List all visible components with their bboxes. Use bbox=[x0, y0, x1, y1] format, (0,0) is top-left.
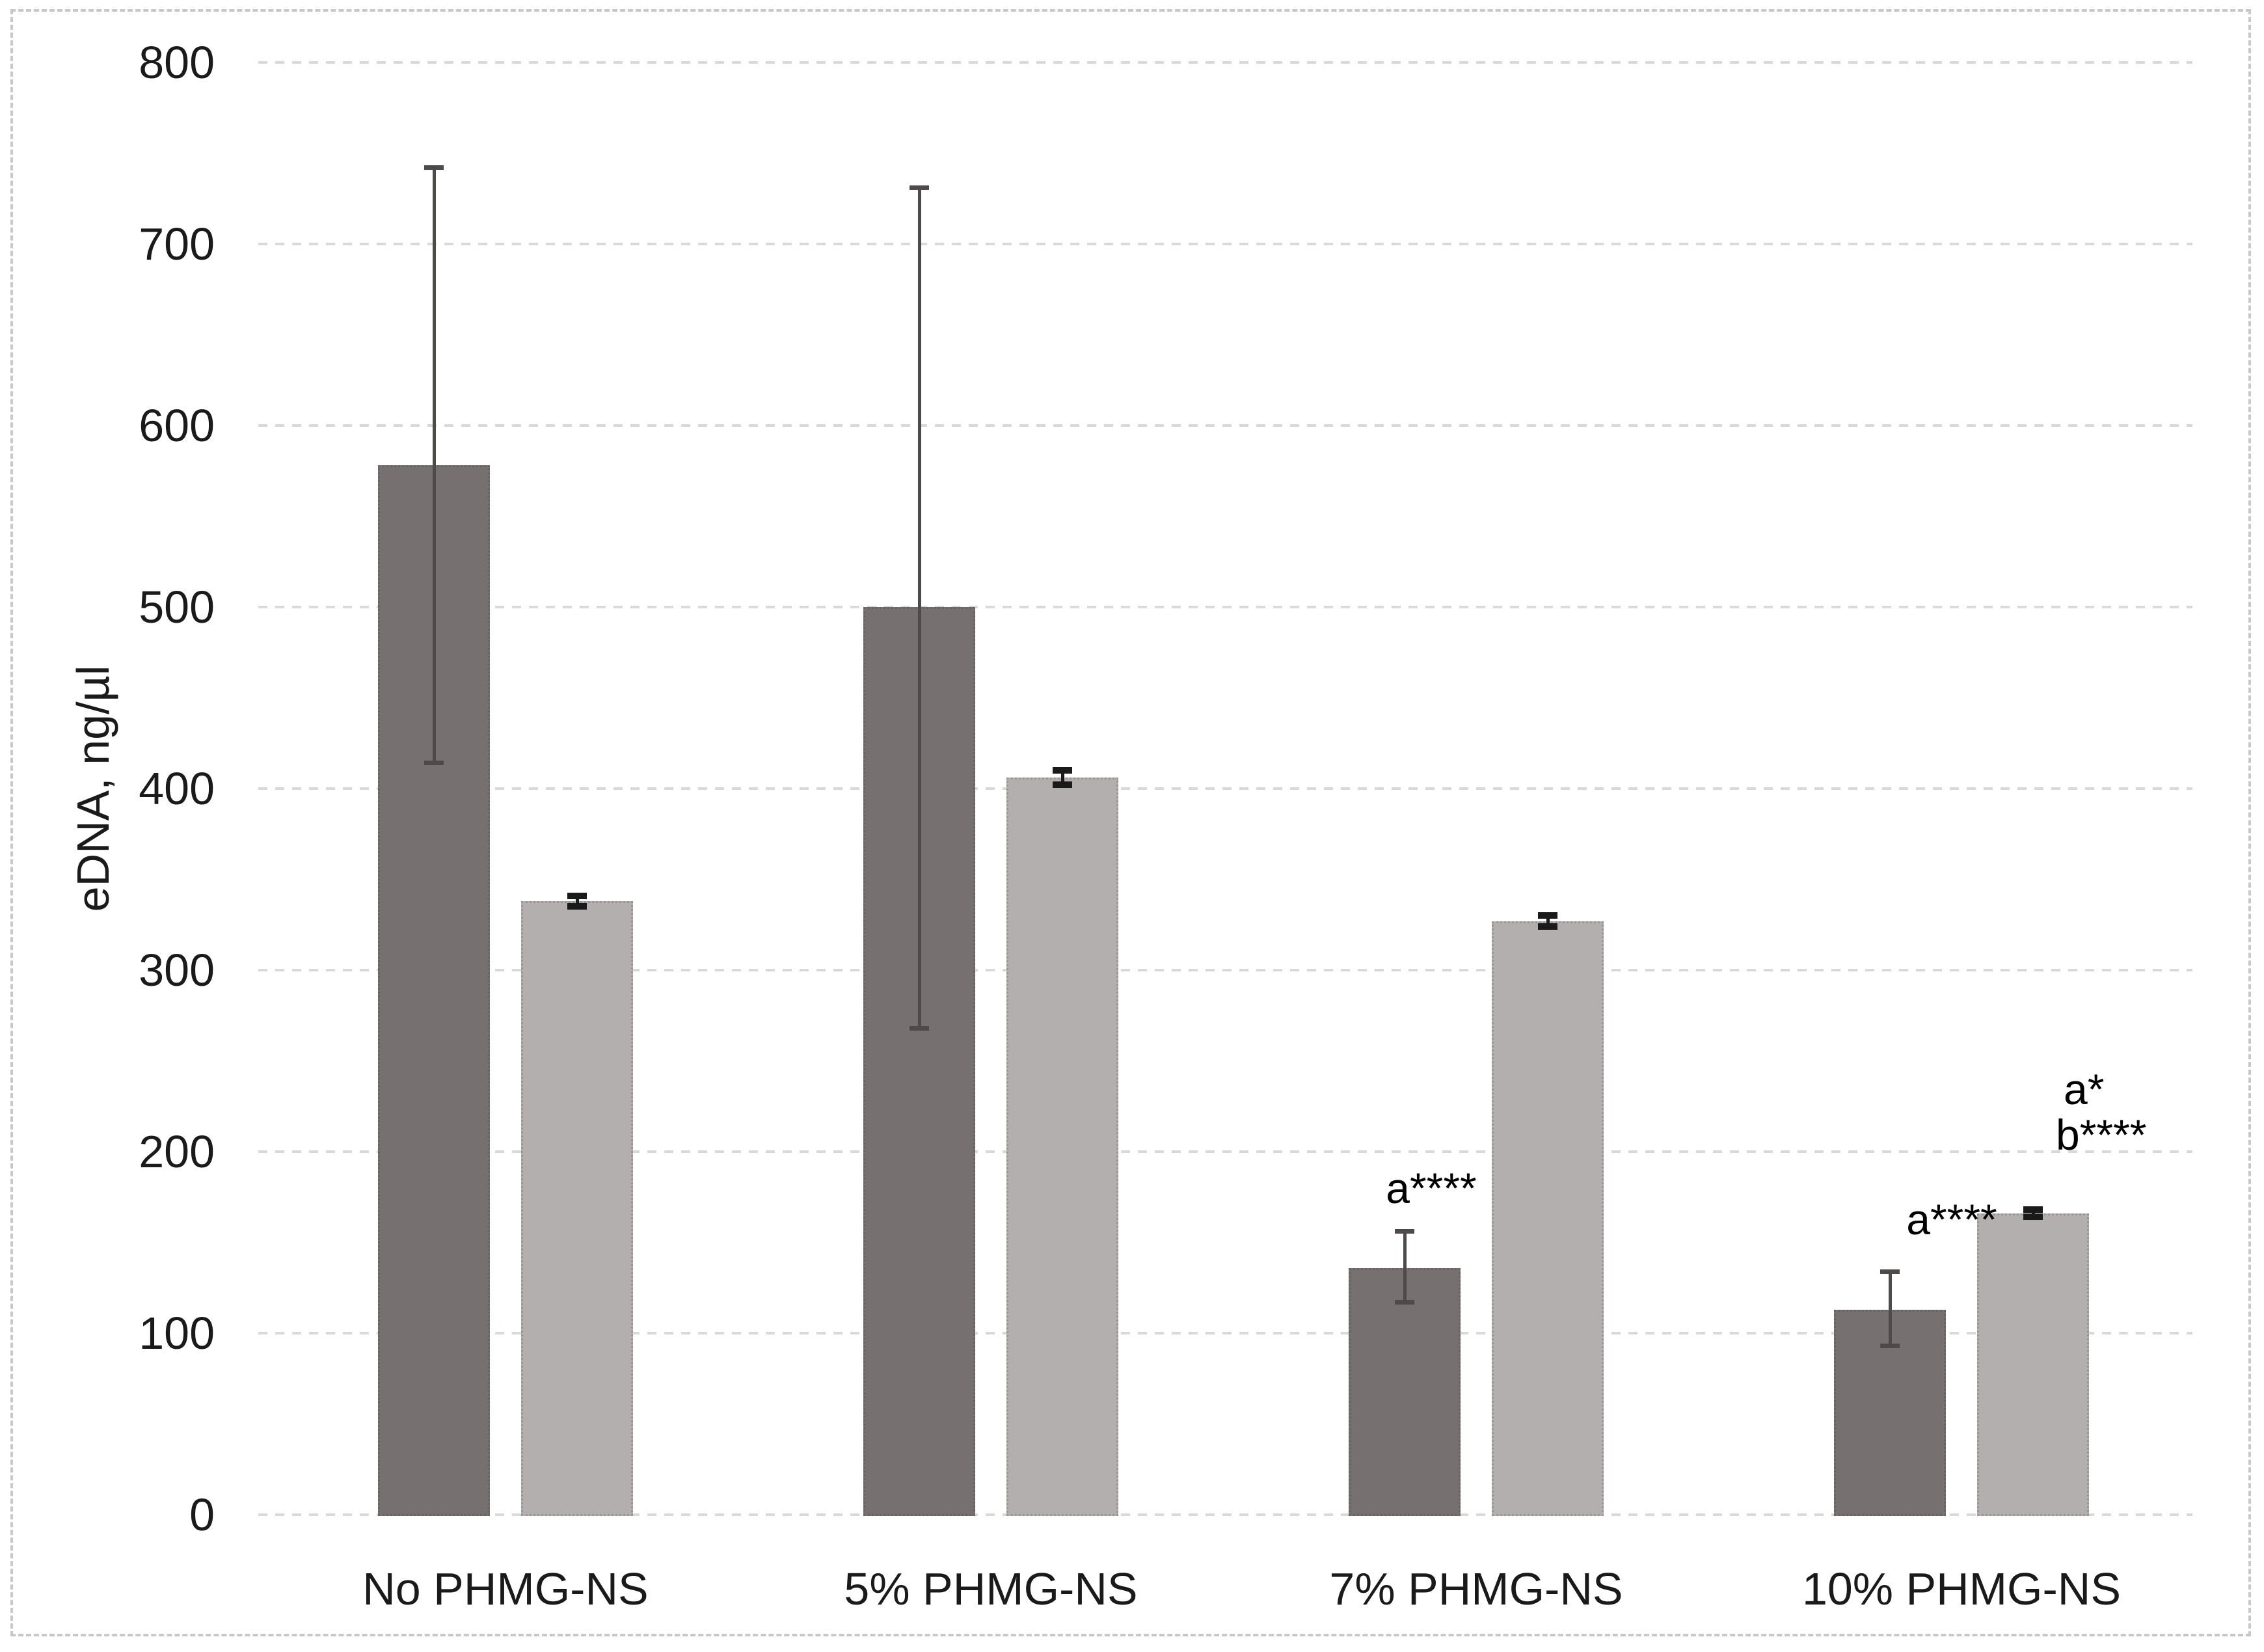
y-tick-label: 400 bbox=[139, 763, 215, 814]
gridline-400 bbox=[258, 787, 2192, 790]
x-category-label: 5% PHMG-NS bbox=[844, 1564, 1138, 1614]
error-cap-top bbox=[910, 185, 929, 190]
significance-annotation-bssss: b**** bbox=[2056, 1111, 2147, 1159]
error-cap-top bbox=[1880, 1269, 1900, 1274]
x-category-label: 10% PHMG-NS bbox=[1801, 1564, 2122, 1614]
error-cap-top bbox=[1538, 912, 1557, 919]
error-bar-light-gray-bars-3 bbox=[2032, 1210, 2035, 1217]
gridline-800 bbox=[258, 61, 2192, 64]
bar-light-gray-bars-1 bbox=[1006, 778, 1118, 1516]
bar-light-gray-bars-3 bbox=[1977, 1213, 2089, 1516]
y-tick-label: 600 bbox=[139, 400, 215, 451]
y-tick-label: 0 bbox=[189, 1489, 215, 1540]
error-bar-dark-gray-bars-3 bbox=[1889, 1271, 1892, 1346]
error-cap-top bbox=[2023, 1206, 2043, 1213]
y-tick-label: 200 bbox=[139, 1126, 215, 1177]
error-cap-bottom bbox=[1880, 1344, 1900, 1349]
gridline-600 bbox=[258, 424, 2192, 427]
y-tick-label: 700 bbox=[139, 219, 215, 269]
error-cap-top bbox=[1053, 767, 1072, 774]
gridline-300 bbox=[258, 969, 2192, 971]
y-tick-label: 300 bbox=[139, 945, 215, 995]
error-bar-dark-gray-bars-1 bbox=[918, 187, 921, 1029]
bar-light-gray-bars-2 bbox=[1492, 921, 1604, 1516]
gridline-200 bbox=[258, 1150, 2192, 1153]
error-cap-bottom bbox=[1538, 923, 1557, 930]
gridline-500 bbox=[258, 606, 2192, 608]
error-cap-top bbox=[567, 892, 587, 899]
gridline-100 bbox=[258, 1332, 2192, 1334]
significance-annotation-as: a* bbox=[2064, 1065, 2105, 1113]
error-cap-bottom bbox=[567, 903, 587, 910]
y-tick-label: 500 bbox=[139, 582, 215, 632]
error-bar-light-gray-bars-2 bbox=[1546, 915, 1550, 927]
error-cap-bottom bbox=[1395, 1300, 1414, 1305]
error-bar-dark-gray-bars-0 bbox=[433, 167, 436, 763]
error-cap-bottom bbox=[910, 1025, 929, 1031]
error-cap-bottom bbox=[1053, 781, 1072, 789]
gridline-700 bbox=[258, 243, 2192, 245]
bar-dark-gray-bars-2 bbox=[1349, 1267, 1461, 1516]
error-cap-top bbox=[1395, 1229, 1414, 1234]
bar-light-gray-bars-0 bbox=[521, 900, 633, 1516]
significance-annotation-assss: a**** bbox=[1386, 1164, 1477, 1212]
x-category-label: 7% PHMG-NS bbox=[1329, 1564, 1623, 1614]
x-category-label: No PHMG-NS bbox=[362, 1564, 649, 1614]
y-tick-label: 100 bbox=[139, 1308, 215, 1359]
significance-annotation-assss: a**** bbox=[1906, 1195, 1997, 1243]
error-cap-top bbox=[424, 165, 444, 170]
error-bar-light-gray-bars-1 bbox=[1061, 770, 1064, 785]
gridline-0 bbox=[258, 1513, 2192, 1516]
error-cap-bottom bbox=[2023, 1213, 2043, 1221]
error-cap-bottom bbox=[424, 761, 444, 766]
error-bar-light-gray-bars-0 bbox=[576, 895, 579, 907]
error-bar-dark-gray-bars-2 bbox=[1403, 1231, 1407, 1303]
y-tick-label: 800 bbox=[139, 37, 215, 88]
